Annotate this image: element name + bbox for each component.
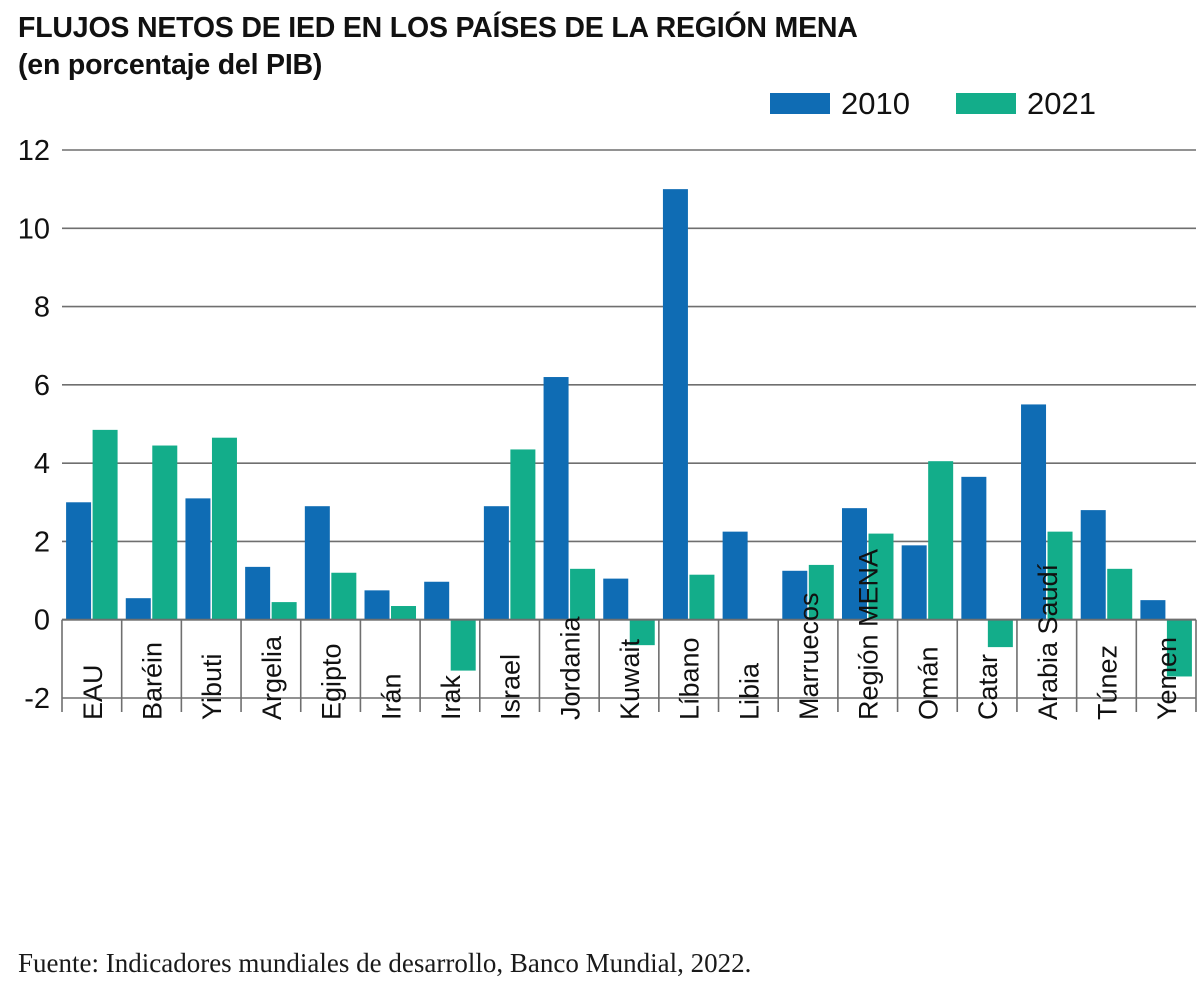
bar-2021-arabia-saud-[interactable] — [1047, 531, 1073, 620]
y-axis-labels: 12 10 8 6 4 2 0 -2 — [18, 135, 50, 715]
legend-label-2021: 2021 — [1026, 86, 1096, 121]
x-axis-category-label: Arabia Saudí — [1033, 563, 1063, 720]
y-axis-tick-label: 2 — [34, 526, 50, 558]
legend-swatch-2010 — [770, 93, 830, 114]
bar-2010-catar[interactable] — [961, 476, 987, 620]
chart-header: FLUJOS NETOS DE IED EN LOS PAÍSES DE LA … — [18, 10, 1182, 84]
x-axis-category-label: EAU — [78, 664, 108, 720]
legend-label-2010: 2010 — [841, 86, 910, 121]
bar-2021-egipto[interactable] — [331, 572, 357, 620]
x-axis-category-label: Argelia — [257, 635, 287, 720]
bar-2010-eau[interactable] — [66, 502, 92, 620]
bar-2021-catar[interactable] — [987, 619, 1013, 648]
x-axis-category-label: Omán — [913, 646, 943, 720]
x-axis-category-label: Irán — [376, 673, 406, 720]
y-axis-tick-label: 0 — [34, 605, 50, 637]
bar-2010-ir-n[interactable] — [364, 590, 390, 620]
bar-2021-israel[interactable] — [510, 449, 536, 620]
bar-2010-egipto[interactable] — [304, 506, 330, 620]
bar-2021-ir-n[interactable] — [391, 606, 417, 620]
bar-2010-libia[interactable] — [722, 531, 748, 620]
source-note: Fuente: Indicadores mundiales de desarro… — [18, 948, 752, 978]
x-axis-tickmarks — [61, 619, 1197, 712]
x-axis-category-label: Líbano — [675, 637, 705, 720]
y-axis-tick-label: 8 — [34, 292, 50, 324]
chart-subtitle: (en porcentaje del PIB) — [18, 49, 323, 81]
y-axis-tick-label: -2 — [24, 683, 50, 715]
x-axis-category-label: Israel — [496, 654, 526, 720]
legend-item-2010[interactable]: 2010 — [770, 88, 910, 119]
bar-2010-t-nez[interactable] — [1080, 510, 1106, 620]
bar-2021-marruecos[interactable] — [808, 564, 834, 620]
bar-2010-marruecos[interactable] — [782, 570, 808, 620]
bar-2021-yibuti[interactable] — [211, 437, 237, 620]
bar-2010-regi-n-mena[interactable] — [841, 508, 867, 620]
x-axis-category-label: Marruecos — [794, 592, 824, 720]
bar-2021-t-nez[interactable] — [1107, 568, 1133, 620]
x-axis-category-label: Kuwait — [615, 638, 645, 720]
chart-legend: 2010 2021 — [770, 88, 1096, 119]
bar-2021-jordania[interactable] — [570, 568, 596, 620]
bar-2021-kuwait[interactable] — [629, 619, 655, 646]
legend-swatch-2021 — [955, 93, 1016, 114]
bar-2021-irak[interactable] — [450, 619, 476, 671]
x-axis-category-label: Baréin — [138, 642, 168, 720]
x-axis-category-label: Jordania — [555, 615, 585, 720]
bar-2010-l-bano[interactable] — [662, 189, 688, 620]
bar-2010-irak[interactable] — [424, 581, 450, 620]
bar-2010-kuwait[interactable] — [603, 578, 629, 620]
bar-2021-regi-n-mena[interactable] — [868, 533, 894, 620]
x-axis-category-label: Egipto — [317, 643, 347, 720]
bar-2021-l-bano[interactable] — [689, 574, 715, 620]
bar-2010-israel[interactable] — [483, 506, 509, 620]
x-axis-category-label: Catar — [973, 654, 1003, 720]
x-axis-category-label: Irak — [436, 674, 466, 720]
bar-2010-yibuti[interactable] — [185, 498, 211, 620]
x-axis-category-label: Yemen — [1152, 637, 1182, 720]
x-axis-category-label: Libia — [734, 662, 764, 720]
bar-2021-yemen[interactable] — [1166, 619, 1192, 677]
bar-2010-arabia-saud-[interactable] — [1021, 404, 1047, 620]
x-axis-category-label: Región MENA — [854, 549, 884, 720]
bar-2010-argelia[interactable] — [245, 566, 271, 620]
x-axis-category-label: Túnez — [1092, 645, 1122, 720]
bar-2010-yemen[interactable] — [1140, 600, 1166, 620]
bar-2021-om-n[interactable] — [928, 461, 954, 620]
y-axis-tick-label: 10 — [18, 213, 50, 245]
bar-2021-argelia[interactable] — [271, 602, 297, 620]
x-axis-labels: EAU Baréin Yibuti Argelia Egipto Irán Irak Isra… — [78, 549, 1182, 720]
x-axis-category-label: Yibuti — [197, 653, 227, 720]
bar-2021-bar-in[interactable] — [152, 445, 178, 620]
page-title: FLUJOS NETOS DE IED EN LOS PAÍSES DE LA … — [18, 12, 858, 44]
y-axis-tick-label: 6 — [34, 370, 50, 402]
bars-group — [66, 189, 1192, 677]
bar-2010-bar-in[interactable] — [125, 598, 151, 620]
y-axis-tick-label: 4 — [34, 448, 50, 480]
y-axis-tick-label: 12 — [18, 135, 50, 167]
bar-2010-jordania[interactable] — [543, 377, 569, 620]
bar-2021-eau[interactable] — [92, 429, 118, 620]
bar-2010-om-n[interactable] — [901, 545, 927, 620]
legend-item-2021[interactable]: 2021 — [955, 86, 1096, 121]
